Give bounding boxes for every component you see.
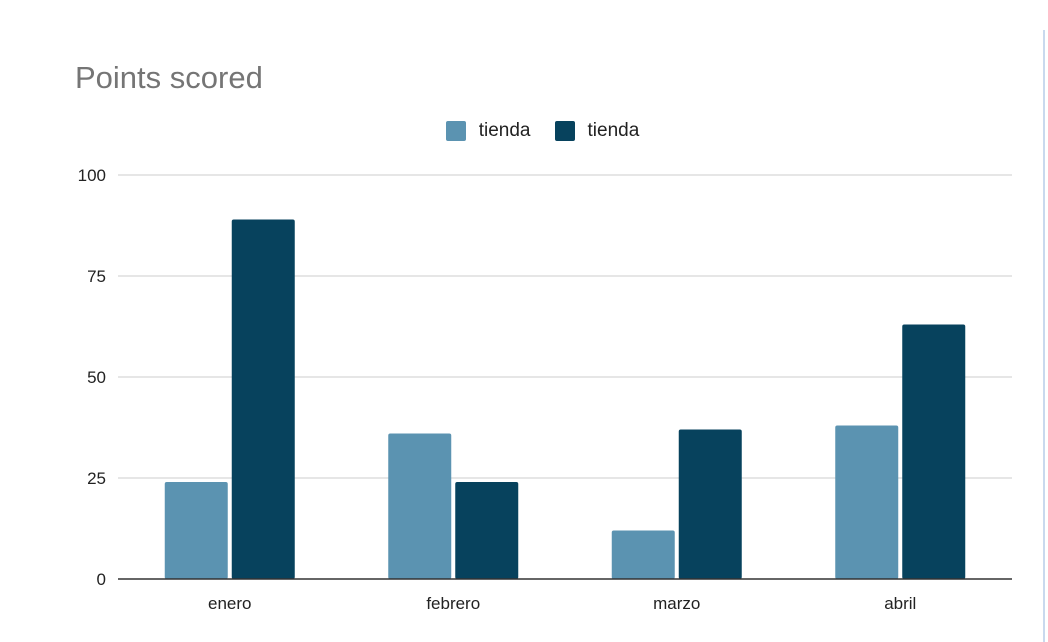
bar-abril-series-2 — [902, 324, 966, 579]
y-tick-label-75: 75 — [87, 267, 106, 286]
bar-marzo-series-1 — [611, 530, 675, 579]
panel-border — [1043, 30, 1045, 642]
x-tick-label-marzo: marzo — [653, 594, 700, 613]
legend-label-series-2: tienda — [587, 120, 640, 141]
legend-item-series-1[interactable]: tienda — [445, 120, 531, 142]
legend: tienda tienda — [0, 118, 1040, 144]
y-tick-label-50: 50 — [87, 368, 106, 387]
legend-swatch-series-1 — [445, 121, 466, 141]
x-tick-label-enero: enero — [208, 594, 251, 613]
bar-enero-series-1 — [164, 482, 228, 579]
y-tick-label-25: 25 — [87, 469, 106, 488]
bar-marzo-series-2 — [678, 429, 742, 579]
bar-abril-series-1 — [835, 425, 899, 579]
bar-enero-series-2 — [231, 219, 295, 579]
legend-label-series-1: tienda — [478, 120, 531, 141]
x-tick-label-abril: abril — [884, 594, 916, 613]
y-tick-label-100: 100 — [78, 166, 106, 185]
legend-swatch-series-2 — [554, 121, 575, 141]
x-tick-label-febrero: febrero — [426, 594, 480, 613]
y-tick-label-0: 0 — [97, 570, 106, 589]
bar-febrero-series-1 — [388, 433, 452, 579]
chart-title: Points scored — [75, 60, 263, 95]
legend-item-series-2[interactable]: tienda — [554, 120, 640, 142]
bar-febrero-series-2 — [455, 482, 519, 579]
